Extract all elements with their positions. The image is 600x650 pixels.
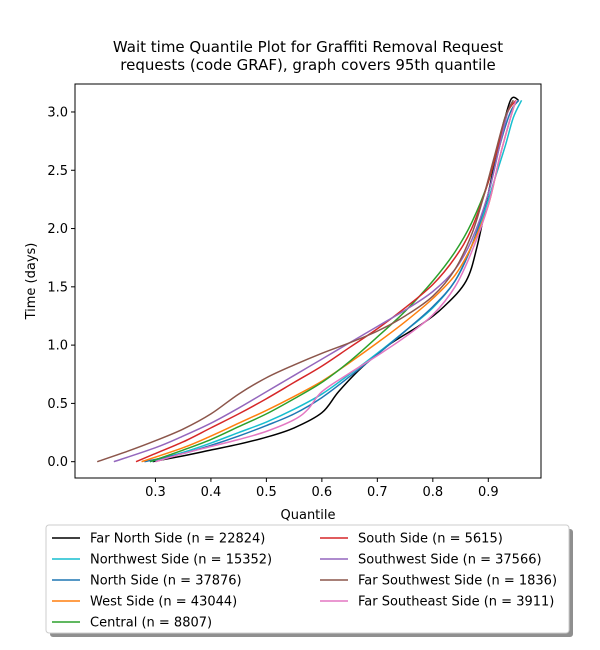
y-tick-label: 1.5 — [47, 280, 68, 295]
x-axis-ticks: 0.3 0.4 0.5 0.6 0.7 0.8 0.9 — [145, 478, 499, 500]
y-tick-label: 3.0 — [47, 105, 68, 120]
legend: Far North Side (n = 22824) Northwest Side… — [45, 524, 573, 637]
legend-label: North Side (n = 37876) — [90, 574, 242, 589]
x-tick-label: 0.3 — [145, 485, 166, 500]
y-tick-label: 0.5 — [47, 397, 68, 412]
series-layer — [96, 96, 523, 463]
legend-label: Far Southeast Side (n = 3911) — [358, 595, 554, 610]
y-axis-ticks: 0.0 0.5 1.0 1.5 2.0 2.5 3.0 — [47, 105, 75, 470]
series-line-7 — [113, 99, 514, 463]
series-line-9 — [155, 100, 517, 463]
x-tick-label: 0.8 — [422, 485, 443, 500]
legend-label: Far North Side (n = 22824) — [90, 532, 265, 547]
legend-label: South Side (n = 5615) — [358, 532, 503, 547]
legend-label: Southwest Side (n = 37566) — [358, 553, 542, 568]
y-tick-label: 2.5 — [47, 164, 68, 179]
plot-area — [74, 83, 542, 479]
series-line-1 — [152, 96, 520, 463]
series-line-8 — [96, 99, 514, 463]
x-tick-label: 0.9 — [478, 485, 499, 500]
y-tick-label: 1.0 — [47, 339, 68, 354]
y-axis-label: Time (days) — [24, 243, 39, 321]
legend-entries: Far North Side (n = 22824) Northwest Side… — [52, 532, 557, 631]
legend-label: Central (n = 8807) — [90, 616, 212, 631]
x-tick-label: 0.4 — [201, 485, 222, 500]
x-tick-label: 0.6 — [312, 485, 333, 500]
y-tick-label: 2.0 — [47, 222, 68, 237]
series-line-6 — [135, 99, 517, 463]
legend-label: West Side (n = 43044) — [90, 595, 237, 610]
x-axis-label: Quantile — [281, 508, 336, 523]
series-line-4 — [141, 100, 517, 463]
chart-title-line-2: requests (code GRAF), graph covers 95th … — [120, 56, 495, 74]
x-tick-label: 0.5 — [256, 485, 277, 500]
legend-box — [45, 524, 570, 634]
legend-label: Far Southwest Side (n = 1836) — [358, 574, 557, 589]
chart-title-line-1: Wait time Quantile Plot for Graffiti Rem… — [113, 38, 503, 56]
y-tick-label: 0.0 — [47, 455, 68, 470]
series-line-3 — [144, 99, 520, 463]
legend-label: Northwest Side (n = 15352) — [90, 553, 272, 568]
x-tick-label: 0.7 — [367, 485, 388, 500]
